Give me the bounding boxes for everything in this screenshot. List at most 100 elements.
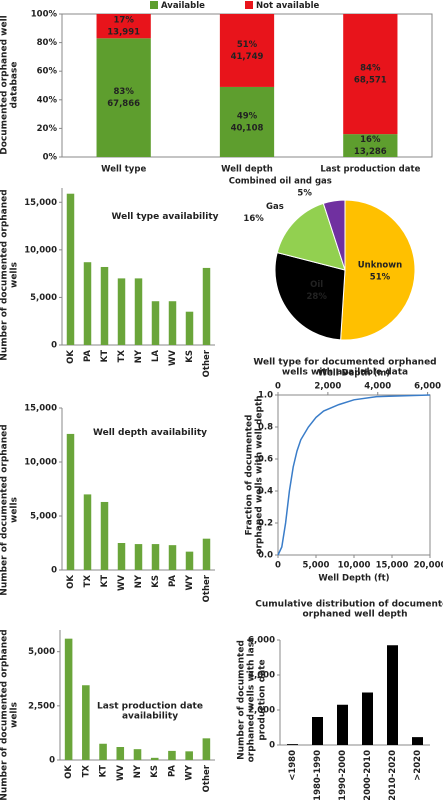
x-tick-label: Other [202, 349, 212, 377]
y-axis-label: Documented orphaned well database [0, 15, 20, 155]
y-tick-label: 0 [269, 741, 275, 751]
bar [117, 278, 126, 345]
bar [202, 267, 211, 345]
bar [99, 743, 107, 760]
x-tick-label: NY [134, 574, 144, 588]
y-tick-label: 0% [43, 153, 58, 163]
pie-slice [274, 251, 346, 341]
x-tick-label: KT [99, 765, 109, 778]
y-tick-label: 2,500 [28, 701, 55, 711]
x-tick-label: OK [66, 350, 76, 364]
bar [337, 704, 348, 745]
chart-title: Well type availability [111, 211, 219, 222]
bar [83, 494, 92, 570]
bar [185, 551, 194, 570]
x-tick-label: 0 [275, 561, 281, 571]
chart-title: Cumulative distribution of documented or… [255, 599, 443, 620]
bar [150, 757, 159, 760]
y-tick-label: 15,000 [24, 404, 57, 414]
bar-segment [219, 86, 275, 157]
bar [287, 744, 298, 745]
legend-label: Not available [256, 1, 320, 11]
bar [134, 544, 143, 570]
x-tick-label: <1980 [288, 750, 298, 781]
y-tick-label: 0 [51, 566, 57, 576]
bar [412, 737, 423, 745]
bar [168, 545, 177, 570]
bar-segment [96, 14, 151, 39]
y-tick-label: 5,000 [30, 512, 57, 522]
pie-slice [322, 199, 346, 271]
slice-name: Gas [266, 202, 284, 212]
y-tick-label: 15,000 [24, 198, 57, 208]
x-tick-label: 1980-1990 [313, 750, 323, 800]
y-tick-label: 0 [51, 341, 57, 351]
y-tick-label: 20% [37, 124, 58, 134]
x-tick-label: >2020 [413, 750, 423, 781]
bar [312, 717, 323, 745]
count-label: 13,991 [107, 28, 140, 38]
bar-segment [343, 134, 398, 157]
legend-label: Available [161, 1, 205, 11]
bar [83, 262, 92, 345]
x-tick-label: KT [100, 350, 110, 363]
slice-value: 28% [307, 292, 328, 302]
y-axis-label: Number of documented orphaned wells with… [236, 637, 268, 763]
y-axis-label: Fraction of documented orphaned wells wi… [244, 395, 265, 555]
y-tick-label: 4,000 [248, 671, 275, 681]
y-tick-label: 60% [37, 67, 58, 77]
y-tick-label: 80% [37, 38, 58, 48]
x2-tick-label: 0 [275, 382, 281, 392]
plot-frame [277, 394, 431, 556]
y-tick-label: 0.2 [258, 519, 273, 529]
count-label: 68,571 [354, 76, 387, 86]
bar [117, 543, 126, 570]
x-tick-label: NY [133, 764, 143, 778]
x-tick-label: OK [66, 575, 76, 589]
legend-swatch [245, 1, 253, 9]
x-tick-label: 1990-2000 [338, 750, 348, 800]
x-tick-label: Well type [101, 165, 146, 175]
y-tick-label: 0.8 [258, 423, 273, 433]
bar [185, 311, 194, 345]
x2-tick-label: 4,000 [364, 382, 391, 392]
x-tick-label: TX [81, 765, 91, 778]
y-tick-label: 5,000 [28, 647, 55, 657]
bar [100, 501, 109, 570]
bar [151, 301, 160, 345]
x-tick-label: 10,000 [338, 561, 371, 571]
bar [168, 301, 177, 345]
y-tick-label: 0 [49, 756, 55, 766]
chart-title: Last production date availability [97, 701, 203, 722]
y-axis-label: Number of documented orphaned wells [0, 424, 20, 596]
y-axis-label: Number of documented orphaned wells [0, 189, 20, 361]
y-tick-label: 40% [37, 95, 58, 105]
pie-slice [276, 202, 346, 271]
bar-segment [219, 14, 275, 87]
y-axis-label: Number of documented orphaned wells [0, 629, 20, 800]
x-tick-label: Well depth [221, 165, 273, 175]
bar [185, 751, 193, 760]
bar [168, 750, 176, 760]
chart-title: Well depth availability [93, 427, 207, 438]
x-tick-label: WY [185, 574, 195, 590]
y-tick-label: 2,000 [248, 706, 275, 716]
x-tick-label: WV [168, 350, 178, 366]
x-tick-label: KS [150, 765, 160, 778]
bar [151, 544, 160, 570]
y-tick-label: 6,000 [248, 636, 275, 646]
slice-name: Combined oil and gas [229, 177, 332, 187]
y-tick-label: 10,000 [24, 458, 57, 468]
x-tick-label: 2000-2010 [363, 750, 373, 800]
bar [133, 749, 142, 760]
bar [66, 193, 75, 345]
x2-axis-label: Well Depth (m) [318, 369, 390, 379]
x2-tick-label: 6,000 [414, 382, 441, 392]
pie-slice [340, 199, 416, 341]
x-tick-label: PA [83, 350, 93, 362]
x-tick-label: KS [185, 350, 195, 363]
bar [202, 538, 211, 570]
bar [202, 738, 211, 760]
slice-value: 16% [243, 214, 264, 224]
x-tick-label: TX [83, 575, 93, 588]
